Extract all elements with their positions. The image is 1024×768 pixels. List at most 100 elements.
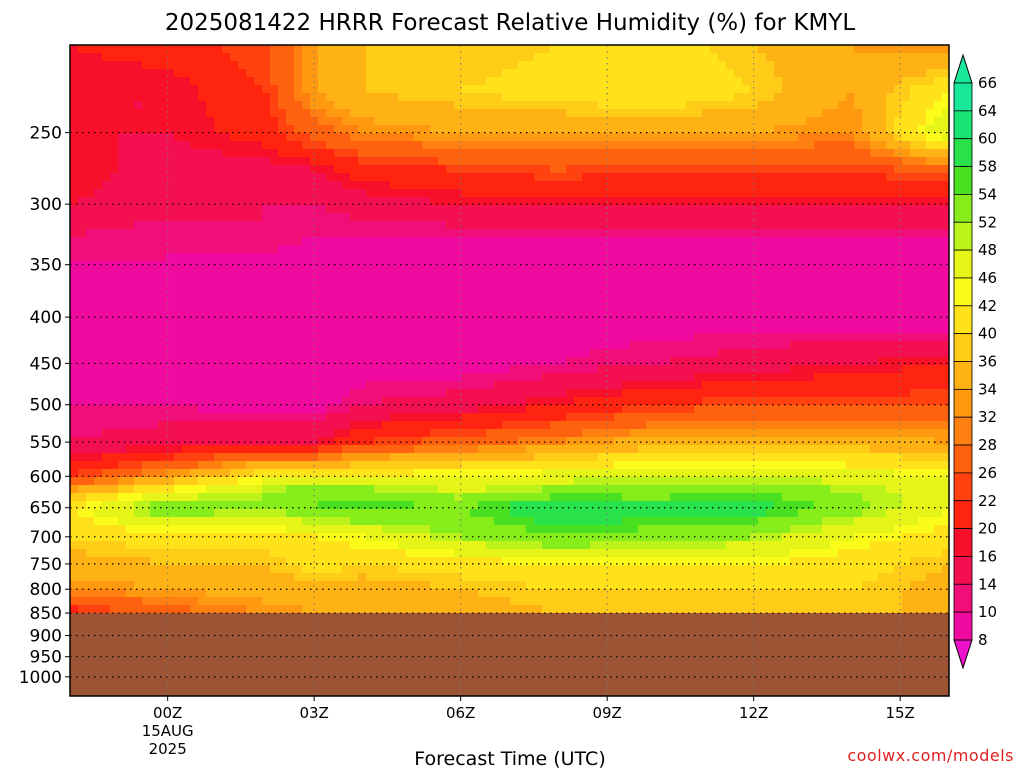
humidity-cell	[654, 229, 663, 238]
humidity-cell	[350, 109, 359, 118]
humidity-cell	[286, 117, 295, 126]
humidity-cell	[326, 397, 335, 406]
humidity-cell	[678, 317, 687, 326]
humidity-cell	[398, 93, 407, 102]
humidity-cell	[558, 189, 567, 198]
humidity-cell	[334, 165, 343, 174]
humidity-cell	[894, 141, 903, 150]
humidity-cell	[86, 213, 95, 222]
humidity-cell	[886, 237, 895, 246]
humidity-cell	[110, 381, 119, 390]
humidity-cell	[326, 133, 335, 142]
humidity-cell	[86, 349, 95, 358]
humidity-cell	[502, 69, 511, 78]
humidity-cell	[574, 181, 583, 190]
humidity-cell	[214, 349, 223, 358]
humidity-cell	[414, 109, 423, 118]
humidity-cell	[294, 309, 303, 318]
humidity-cell	[638, 317, 647, 326]
humidity-cell	[334, 357, 343, 366]
humidity-cell	[814, 45, 823, 54]
humidity-cell	[174, 229, 183, 238]
humidity-cell	[790, 205, 799, 214]
humidity-cell	[230, 325, 239, 334]
humidity-cell	[526, 325, 535, 334]
humidity-cell	[126, 69, 135, 78]
humidity-cell	[142, 325, 151, 334]
humidity-cell	[734, 317, 743, 326]
humidity-cell	[694, 229, 703, 238]
humidity-cell	[94, 325, 103, 334]
humidity-cell	[894, 189, 903, 198]
humidity-cell	[382, 357, 391, 366]
humidity-cell	[470, 373, 479, 382]
humidity-cell	[94, 205, 103, 214]
humidity-cell	[574, 205, 583, 214]
humidity-cell	[142, 69, 151, 78]
humidity-cell	[862, 373, 871, 382]
humidity-cell	[350, 333, 359, 342]
humidity-cell	[398, 157, 407, 166]
humidity-cell	[574, 229, 583, 238]
humidity-cell	[118, 173, 127, 182]
humidity-cell	[110, 229, 119, 238]
humidity-cell	[262, 93, 271, 102]
humidity-cell	[78, 45, 87, 54]
humidity-cell	[646, 365, 655, 374]
humidity-cell	[886, 389, 895, 398]
humidity-cell	[838, 269, 847, 278]
humidity-cell	[902, 149, 911, 158]
humidity-cell	[614, 373, 623, 382]
humidity-cell	[814, 373, 823, 382]
humidity-cell	[838, 325, 847, 334]
humidity-cell	[782, 245, 791, 254]
humidity-cell	[622, 261, 631, 270]
humidity-cell	[302, 365, 311, 374]
humidity-cell	[750, 189, 759, 198]
humidity-cell	[206, 269, 215, 278]
humidity-cell	[222, 61, 231, 70]
humidity-cell	[638, 229, 647, 238]
humidity-cell	[86, 157, 95, 166]
humidity-cell	[198, 133, 207, 142]
humidity-cell	[550, 45, 559, 54]
humidity-cell	[926, 189, 935, 198]
humidity-cell	[814, 325, 823, 334]
humidity-cell	[78, 221, 87, 230]
humidity-cell	[254, 173, 263, 182]
humidity-cell	[614, 77, 623, 86]
humidity-cell	[678, 245, 687, 254]
humidity-cell	[478, 45, 487, 54]
humidity-cell	[150, 77, 159, 86]
humidity-cell	[622, 237, 631, 246]
humidity-cell	[134, 317, 143, 326]
humidity-cell	[678, 205, 687, 214]
humidity-cell	[310, 133, 319, 142]
humidity-cell	[174, 405, 183, 414]
humidity-cell	[598, 213, 607, 222]
humidity-cell	[582, 269, 591, 278]
humidity-cell	[486, 389, 495, 398]
humidity-cell	[278, 357, 287, 366]
humidity-cell	[374, 149, 383, 158]
humidity-cell	[694, 245, 703, 254]
humidity-cell	[150, 117, 159, 126]
humidity-cell	[886, 381, 895, 390]
humidity-cell	[366, 341, 375, 350]
humidity-cell	[534, 45, 543, 54]
humidity-cell	[870, 133, 879, 142]
humidity-cell	[270, 125, 279, 134]
humidity-cell	[534, 333, 543, 342]
humidity-cell	[510, 181, 519, 190]
humidity-cell	[630, 389, 639, 398]
humidity-cell	[622, 269, 631, 278]
humidity-cell	[870, 165, 879, 174]
humidity-cell	[358, 61, 367, 70]
humidity-cell	[398, 389, 407, 398]
humidity-cell	[126, 325, 135, 334]
humidity-cell	[390, 45, 399, 54]
humidity-cell	[534, 173, 543, 182]
humidity-cell	[350, 341, 359, 350]
humidity-cell	[182, 109, 191, 118]
humidity-cell	[702, 77, 711, 86]
